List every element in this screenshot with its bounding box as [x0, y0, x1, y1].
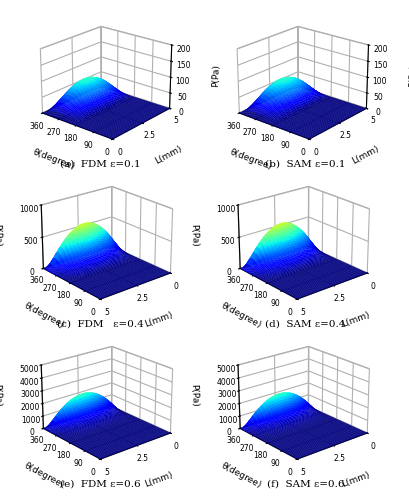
Text: (a)  FDM ε=0.1: (a) FDM ε=0.1 — [60, 160, 140, 169]
X-axis label: L(mm): L(mm) — [340, 470, 371, 490]
X-axis label: L(mm): L(mm) — [144, 310, 174, 330]
Text: (f)  SAM ε=0.6: (f) SAM ε=0.6 — [266, 480, 344, 489]
Y-axis label: θ(degree): θ(degree) — [219, 300, 262, 330]
Text: (c)  FDM   ε=0.4: (c) FDM ε=0.4 — [57, 320, 144, 329]
X-axis label: L(mm): L(mm) — [340, 310, 371, 330]
Text: (d)  SAM ε=0.4: (d) SAM ε=0.4 — [265, 320, 345, 329]
Y-axis label: L(mm): L(mm) — [153, 144, 183, 166]
Y-axis label: θ(degree): θ(degree) — [219, 460, 262, 490]
X-axis label: θ(degree): θ(degree) — [228, 148, 272, 172]
X-axis label: L(mm): L(mm) — [144, 470, 174, 490]
X-axis label: θ(degree): θ(degree) — [31, 148, 76, 172]
Text: (e)  FDM ε=0.6: (e) FDM ε=0.6 — [60, 480, 140, 489]
Y-axis label: L(mm): L(mm) — [349, 144, 380, 166]
Text: (b)  SAM ε=0.1: (b) SAM ε=0.1 — [265, 160, 345, 169]
Y-axis label: θ(degree): θ(degree) — [22, 460, 66, 490]
Y-axis label: θ(degree): θ(degree) — [22, 300, 66, 330]
